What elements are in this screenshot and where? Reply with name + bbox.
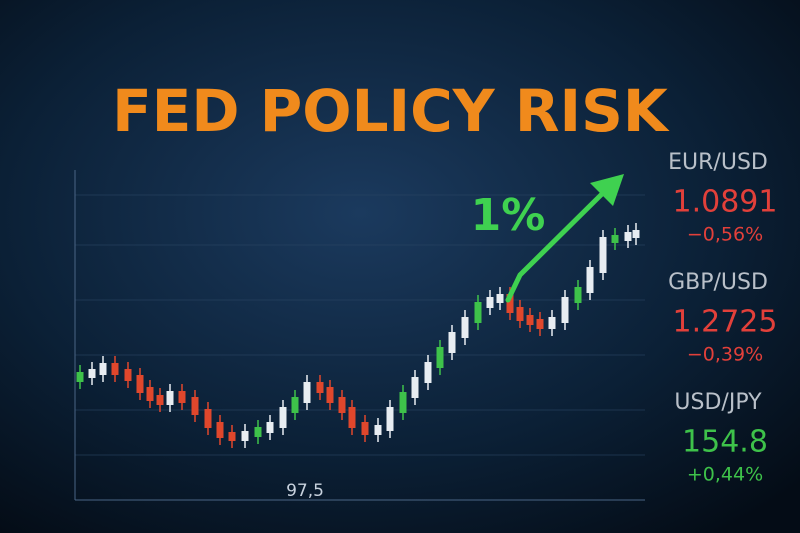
- change: −0,56%: [687, 224, 763, 246]
- candle-body: [178, 391, 186, 403]
- candle-body: [599, 237, 607, 273]
- candle-body: [624, 232, 632, 241]
- candle-body: [536, 319, 544, 329]
- candle-body: [338, 397, 346, 413]
- candle-body: [474, 302, 482, 323]
- candle-body: [586, 267, 594, 293]
- candle-body: [166, 391, 174, 405]
- candle-body: [374, 425, 382, 435]
- change: +0,44%: [687, 464, 763, 486]
- candle-body: [486, 297, 494, 308]
- pair-label: EUR/USD: [668, 150, 768, 175]
- candle-body: [156, 395, 164, 405]
- candle-body: [279, 407, 287, 428]
- candle-body: [548, 317, 556, 329]
- trend-arrow: [505, 185, 611, 303]
- candle-body: [386, 407, 394, 431]
- candle-body: [326, 387, 334, 403]
- candle-body: [146, 387, 154, 401]
- candle-body: [526, 315, 534, 325]
- price: 1.2725: [673, 305, 778, 340]
- candle-body: [574, 287, 582, 303]
- candle-body: [316, 382, 324, 393]
- candle-body: [303, 382, 311, 403]
- annotation: 1%: [471, 190, 546, 241]
- candle-body: [516, 307, 524, 321]
- candle-body: [496, 294, 504, 303]
- change: −0,39%: [687, 344, 763, 366]
- price: 154.8: [682, 425, 768, 460]
- candle-body: [424, 362, 432, 383]
- candlesticks: [76, 223, 640, 448]
- candle-body: [254, 427, 262, 437]
- candle-body: [361, 422, 369, 435]
- candle-body: [399, 392, 407, 413]
- candle-body: [632, 230, 640, 238]
- candle-body: [448, 332, 456, 353]
- candle-body: [611, 235, 619, 243]
- grid: [75, 194, 645, 456]
- candle-body: [228, 432, 236, 441]
- candle-body: [411, 377, 419, 398]
- candle-body: [561, 297, 569, 323]
- candle-body: [136, 375, 144, 393]
- candle-body: [266, 422, 274, 433]
- candle-body: [111, 363, 119, 375]
- candle-body: [124, 369, 132, 381]
- candle-body: [191, 397, 199, 415]
- candle-body: [506, 294, 514, 313]
- candle-body: [291, 397, 299, 413]
- candle-body: [99, 363, 107, 375]
- candle-body: [88, 369, 96, 378]
- candle-body: [348, 407, 356, 428]
- axis-label: 97,5: [286, 481, 324, 501]
- arrow-head: [590, 174, 624, 206]
- candle-body: [216, 422, 224, 438]
- pair-label: GBP/USD: [668, 270, 768, 295]
- price: 1.0891: [673, 185, 778, 220]
- candle-body: [76, 372, 84, 382]
- quote-panel: EUR/USD 1.0891 −0,56% GBP/USD 1.2725 −0,39% US…: [668, 150, 777, 486]
- candle-body: [204, 409, 212, 428]
- title: FED POLICY RISK: [112, 77, 670, 145]
- candle-body: [436, 347, 444, 368]
- candle-body: [241, 431, 249, 441]
- pair-label: USD/JPY: [674, 390, 762, 415]
- candle-body: [461, 317, 469, 338]
